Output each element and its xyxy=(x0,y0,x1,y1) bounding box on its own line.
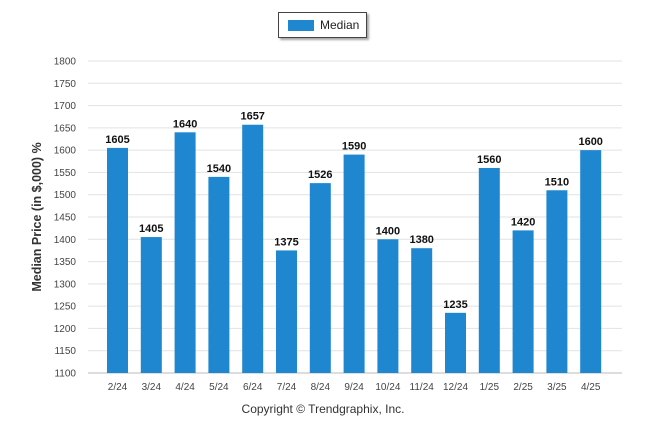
legend-swatch xyxy=(288,19,314,31)
x-axis-ticks: 2/24 3/24 4/24 5/24 6/24 7/24 8/24 9/24 10/24 11/… xyxy=(108,382,601,393)
y-tick-label: 1150 xyxy=(54,346,76,357)
bar xyxy=(276,250,297,373)
bar xyxy=(580,150,602,373)
y-tick-label: 1350 xyxy=(54,257,77,268)
x-tick-label: 2/24 xyxy=(108,382,128,393)
x-tick-label: 4/24 xyxy=(175,382,195,393)
bar xyxy=(411,248,433,373)
bar-value-label: 1560 xyxy=(477,154,501,166)
y-tick-label: 1550 xyxy=(54,168,77,179)
bar-value-label: 1420 xyxy=(511,216,535,228)
bar xyxy=(512,230,534,373)
bar xyxy=(107,147,128,373)
x-tick-label: 5/24 xyxy=(209,382,229,393)
x-tick-label: 11/24 xyxy=(410,382,435,393)
bar xyxy=(377,239,399,373)
x-tick-label: 8/24 xyxy=(311,382,331,393)
y-tick-label: 1200 xyxy=(54,324,77,335)
y-tick-label: 1450 xyxy=(54,213,77,224)
bar-value-label: 1405 xyxy=(139,223,163,235)
y-tick-label: 1800 xyxy=(54,57,77,68)
bar-value-label: 1590 xyxy=(342,141,366,153)
bar-value-label: 1235 xyxy=(443,299,467,311)
bar-value-label: 1640 xyxy=(173,118,197,130)
bar xyxy=(174,132,196,373)
y-axis-title: Median Price (in $,000) % xyxy=(30,142,44,291)
x-tick-label: 7/24 xyxy=(277,382,297,393)
y-tick-label: 1400 xyxy=(54,235,77,246)
bar xyxy=(343,154,365,373)
copyright-text: Copyright © Trendgraphix, Inc. xyxy=(241,402,405,416)
y-axis-ticks: 1100 1150 1200 1250 1300 1350 1400 1450 1500 1550… xyxy=(54,57,77,380)
x-tick-label: 1/25 xyxy=(480,382,500,393)
y-tick-label: 1650 xyxy=(54,123,77,134)
x-tick-label: 10/24 xyxy=(375,382,400,393)
bar xyxy=(208,176,230,373)
legend-label: Median xyxy=(320,18,360,32)
y-tick-label: 1600 xyxy=(54,146,77,157)
bar xyxy=(478,167,500,373)
y-tick-label: 1250 xyxy=(54,302,77,313)
x-tick-label: 4/25 xyxy=(581,382,601,393)
bar xyxy=(309,183,331,373)
y-tick-label: 1500 xyxy=(54,190,77,201)
chart-legend: Median xyxy=(278,12,367,38)
x-tick-label: 12/24 xyxy=(443,382,468,393)
bar xyxy=(140,237,162,373)
bar-value-label: 1600 xyxy=(578,136,602,148)
bar-value-label: 1605 xyxy=(105,134,129,146)
x-tick-label: 3/25 xyxy=(547,382,567,393)
y-tick-label: 1700 xyxy=(54,101,77,112)
x-tick-label: 6/24 xyxy=(243,382,263,393)
bar-value-label: 1400 xyxy=(376,225,400,237)
y-tick-label: 1300 xyxy=(54,279,77,290)
bar xyxy=(242,124,264,373)
bar-value-label: 1375 xyxy=(274,236,298,248)
bars: 1605 1405 1640 1540 1657 1375 1526 1590 1400 1380… xyxy=(105,111,603,373)
bar xyxy=(445,312,466,373)
bar xyxy=(546,190,568,373)
y-tick-label: 1100 xyxy=(54,369,76,380)
x-tick-label: 3/24 xyxy=(142,382,162,393)
bar-value-label: 1657 xyxy=(240,111,264,123)
bar-value-label: 1540 xyxy=(207,163,231,175)
x-tick-label: 9/24 xyxy=(344,382,364,393)
bar-value-label: 1526 xyxy=(308,169,332,181)
bar-value-label: 1380 xyxy=(409,234,433,246)
bar-value-label: 1510 xyxy=(545,176,569,188)
y-tick-label: 1750 xyxy=(54,79,77,90)
x-tick-label: 2/25 xyxy=(513,382,533,393)
